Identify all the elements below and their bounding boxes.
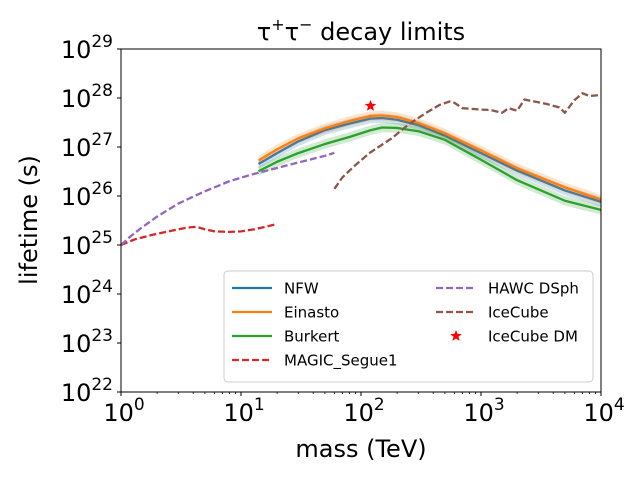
legend: NFW Einasto Burkert MAGIC_Segue1 HAWC DSph Ic… [223,270,594,383]
series-band-burkert [258,122,601,215]
legend-swatch-icecube-dm [450,329,462,342]
legend-label-burkert: Burkert [284,328,340,346]
series-band-nfw [258,113,601,207]
y-tick-label: 1025 [61,228,113,260]
x-tick-label: 103 [463,395,504,427]
legend-label-hawc-dsph: HAWC DSph [488,280,579,298]
y-tick-label: 1022 [61,375,113,407]
chart-title-tau1: τ [257,18,271,46]
x-tick-label: 101 [223,395,264,427]
chart-title-sup2: − [299,15,312,34]
x-tick-label: 104 [583,395,624,427]
legend-label-einasto: Einasto [284,304,339,322]
series-line-icecube [333,92,601,190]
series-line-burkert [258,126,601,212]
marker-icecube-dm [364,99,377,111]
y-tick-label: 1026 [61,179,113,211]
y-axis-label: lifetime (s) [15,155,43,285]
legend-label-icecube: IceCube [488,304,549,322]
y-tick-label: 1029 [61,32,113,64]
legend-label-magic-segue1: MAGIC_Segue1 [284,352,398,371]
axis-ticks: 100 101 102 103 104 1022 1023 1024 1025 1026 1027 1… [61,32,625,427]
series-band-einasto [258,110,601,205]
series-line-einasto [257,114,601,201]
y-tick-label: 1027 [61,130,113,162]
legend-label-nfw: NFW [284,280,319,298]
y-tick-label: 1023 [61,326,113,358]
series-line-hawc-dsph [121,151,335,246]
y-tick-label: 1028 [61,81,113,113]
x-axis-label: mass (TeV) [295,435,426,463]
y-tick-label: 1024 [61,277,113,309]
series-line-nfw [257,116,601,203]
legend-label-icecube-dm: IceCube DM [488,328,578,346]
chart-title-rest: decay limits [313,18,466,46]
x-tick-label: 100 [103,395,144,427]
chart-title-tau2: τ [285,18,299,46]
chart-title: τ+τ− decay limits [257,15,465,46]
x-tick-label: 102 [343,395,384,427]
plot-area [121,92,601,247]
legend-box [223,270,594,383]
series-line-magic-segue1 [121,222,278,247]
chart-title-sup1: + [271,15,284,34]
